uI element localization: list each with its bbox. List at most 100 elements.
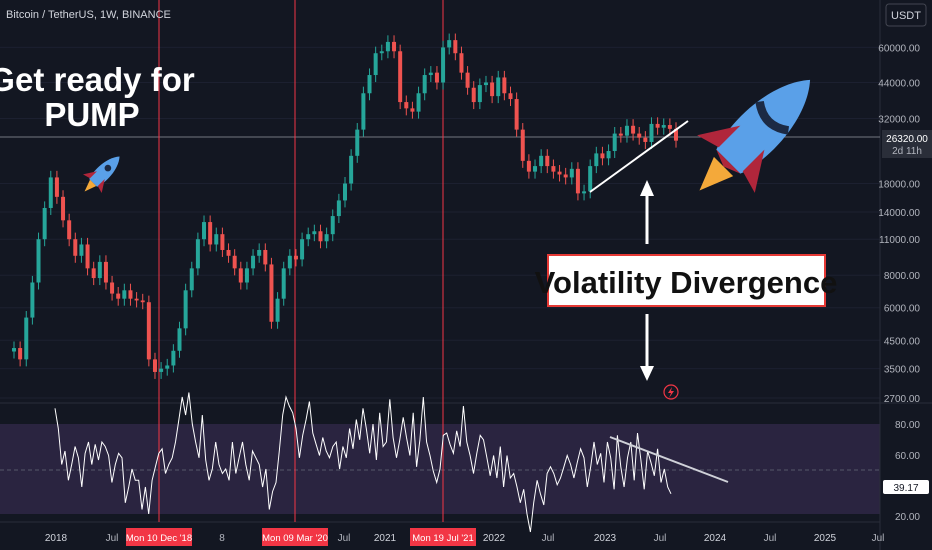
candle-body [67, 220, 72, 240]
marker-label-text: Mon 09 Mar '20 [262, 533, 328, 544]
candle-body [483, 82, 488, 86]
candle-body [97, 261, 102, 279]
candle-body [477, 85, 482, 103]
candle-body [202, 222, 207, 240]
rsi-axis[interactable]: 80.00 60.00 20.00 [895, 420, 920, 523]
marker-labels: Mon 10 Dec '18 Mon 09 Mar '20 Mon 19 Jul '… [126, 528, 476, 546]
candle-body [624, 125, 629, 136]
candle-body [612, 133, 617, 152]
candle-body [526, 160, 531, 172]
time-tick-label: Jul [654, 533, 667, 544]
candle-body [545, 155, 550, 167]
price-tick-label: 60000.00 [878, 43, 920, 54]
time-tick-label: 2025 [814, 533, 837, 544]
candle-body [238, 268, 243, 283]
candle-body [643, 137, 648, 142]
candle-body [459, 53, 464, 73]
candle-body [263, 249, 268, 265]
price-tick-label: 32000.00 [878, 114, 920, 125]
candle-series [12, 33, 678, 379]
time-tick-label: Jul [872, 533, 885, 544]
candle-body [183, 290, 188, 329]
candle-body [116, 293, 121, 299]
candle-body [165, 365, 170, 369]
lightning-icon[interactable] [663, 384, 679, 400]
candle-body [24, 317, 29, 360]
price-tick-label: 18000.00 [878, 180, 920, 191]
candle-body [655, 123, 660, 128]
grid-lines [0, 46, 880, 399]
candle-body [232, 255, 237, 269]
rsi-tick-label: 20.00 [895, 512, 920, 523]
marker-label-box [410, 528, 476, 546]
candle-body [471, 87, 476, 103]
callout-box[interactable] [547, 254, 826, 307]
marker-label-text: Mon 19 Jul '21 [412, 533, 474, 544]
candle-body [269, 264, 274, 322]
price-tick-label: 6000.00 [884, 304, 921, 315]
candle-body [318, 231, 323, 242]
price-axis[interactable]: 60000.00 44000.00 32000.00 18000.00 14000.00… [878, 43, 920, 405]
candle-body [251, 255, 256, 269]
price-tick-label: 44000.00 [878, 78, 920, 89]
rsi-tick-label: 80.00 [895, 420, 920, 431]
candle-body [514, 99, 519, 130]
candle-body [539, 155, 544, 167]
rsi-tick-label: 60.00 [895, 451, 920, 462]
candle-body [54, 177, 59, 197]
candle-body [300, 239, 305, 260]
candle-body [465, 72, 470, 88]
rsi-badge-value: 39.17 [893, 483, 918, 494]
candle-body [128, 290, 133, 299]
callout-text: Volatility Divergence [535, 265, 838, 300]
time-tick-label: 8 [219, 533, 225, 544]
time-axis[interactable]: 2018 Jul 8 Jul 2021 2022 Jul 2023 Jul 2024 Jul 2025… [45, 533, 885, 544]
candle-body [122, 290, 127, 299]
rsi-line [54, 392, 672, 533]
candle-body [287, 255, 292, 269]
candle-body [428, 72, 433, 76]
candle-body [79, 244, 84, 256]
candle-body [557, 171, 562, 175]
candle-body [18, 348, 23, 360]
time-tick-label: Jul [106, 533, 119, 544]
candle-body [618, 133, 623, 136]
candle-body [410, 108, 415, 112]
candle-body [312, 231, 317, 235]
candle-body [379, 51, 384, 54]
arrow-up-icon [640, 180, 654, 244]
candle-body [582, 191, 587, 194]
price-tick-label: 3500.00 [884, 365, 921, 376]
candle-body [293, 255, 298, 260]
candle-body [146, 302, 151, 360]
marker-label-text: Mon 10 Dec '18 [126, 533, 192, 544]
time-tick-label: Jul [338, 533, 351, 544]
candle-body [447, 40, 452, 48]
candle-body [336, 200, 341, 217]
candle-body [667, 125, 672, 129]
price-tick-label: 2700.00 [884, 394, 921, 405]
price-trendline[interactable] [589, 120, 689, 193]
time-tick-label: 2018 [45, 533, 68, 544]
candle-body [36, 239, 41, 283]
candle-body [355, 129, 360, 156]
currency-badge[interactable] [885, 3, 927, 27]
time-tick-label: 2021 [374, 533, 397, 544]
candle-body [330, 216, 335, 235]
candle-body [453, 40, 458, 54]
headline-line1: Get ready for [0, 61, 195, 98]
time-tick-label: 2022 [483, 533, 506, 544]
candle-body [600, 153, 605, 159]
candle-body [214, 234, 219, 245]
candle-body [61, 196, 66, 221]
price-badge [882, 130, 932, 158]
candle-body [220, 234, 225, 250]
rsi-trendline[interactable] [609, 436, 729, 483]
candle-body [275, 298, 280, 322]
candle-body [189, 268, 194, 291]
currency-label: USDT [891, 10, 921, 22]
candle-body [575, 168, 580, 194]
candle-body [533, 166, 538, 172]
